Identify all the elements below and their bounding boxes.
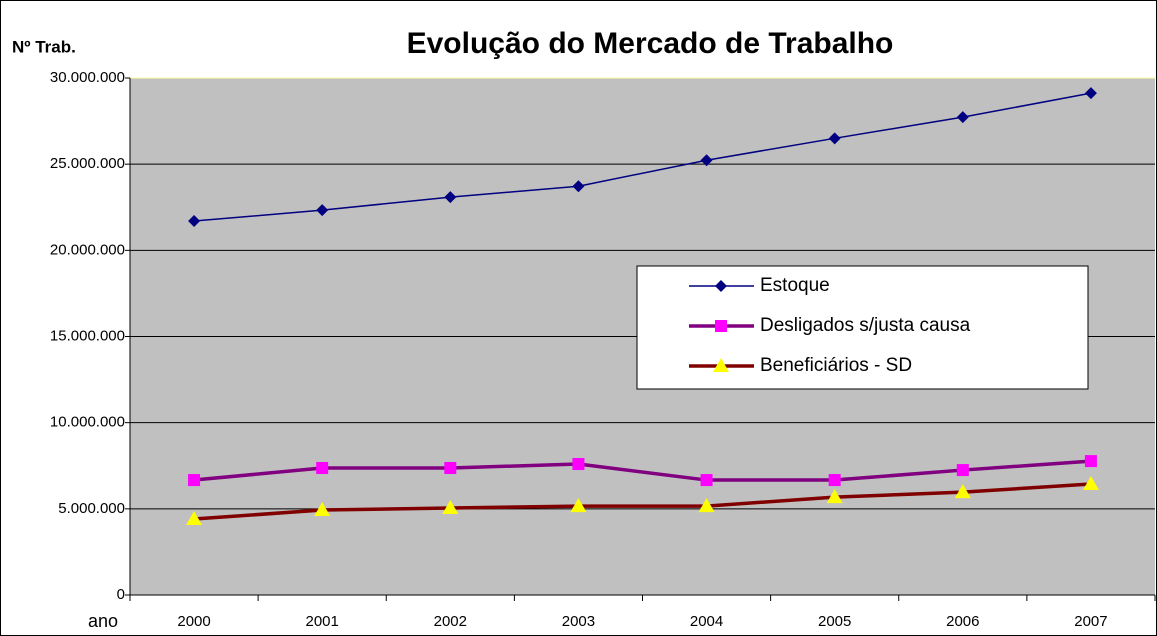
marker: [442, 499, 459, 514]
y-tick-label: 15.000.000: [50, 327, 125, 344]
marker: [572, 458, 585, 471]
marker: [700, 474, 713, 487]
x-axis-title: ano: [88, 611, 118, 631]
series-line: [193, 92, 1092, 222]
marker: [826, 489, 843, 504]
marker: [713, 358, 729, 372]
x-tick-label: 2005: [818, 613, 851, 630]
x-tick-label: 2004: [690, 613, 723, 630]
marker: [188, 215, 201, 228]
marker: [715, 280, 727, 292]
y-tick-label: 25.000.000: [50, 155, 125, 172]
marker: [444, 191, 457, 204]
marker: [715, 320, 727, 332]
marker: [828, 474, 841, 487]
x-tick-label: 2001: [306, 613, 339, 630]
y-tick-label: 20.000.000: [50, 241, 125, 258]
marker: [316, 204, 329, 217]
marker: [444, 461, 457, 474]
legend-label: Desligados s/justa causa: [760, 315, 971, 336]
y-tick-label: 30.000.000: [50, 69, 125, 86]
marker: [1084, 455, 1097, 468]
marker: [828, 132, 841, 145]
marker: [698, 498, 715, 513]
marker: [954, 484, 971, 499]
x-tick-label: 2000: [177, 613, 210, 630]
marker: [1082, 476, 1099, 491]
marker: [570, 498, 587, 513]
x-tick-label: 2007: [1074, 613, 1107, 630]
y-tick-label: 5.000.000: [58, 500, 125, 517]
marker: [700, 154, 713, 167]
x-tick-label: 2003: [562, 613, 595, 630]
marker: [316, 461, 329, 474]
marker: [186, 511, 203, 526]
y-tick-label: 0: [117, 586, 125, 603]
marker: [188, 474, 201, 487]
y-tick-label: 10.000.000: [50, 414, 125, 431]
marker: [956, 464, 969, 477]
legend-label: Beneficiários - SD: [760, 355, 912, 376]
marker: [1084, 87, 1097, 100]
legend: Estoque Desligados s/justa causa Beneficiá…: [636, 265, 1089, 390]
chart-title: Evolução do Mercado de Trabalho: [407, 27, 894, 60]
x-tick-label: 2006: [946, 613, 979, 630]
marker: [314, 502, 331, 517]
marker: [572, 180, 585, 193]
marker: [956, 111, 969, 124]
y-axis-title: Nº Trab.: [12, 37, 76, 56]
x-tick-label: 2002: [434, 613, 467, 630]
legend-label: Estoque: [760, 275, 830, 296]
series-line: [193, 459, 1092, 482]
series-line: [193, 482, 1092, 521]
